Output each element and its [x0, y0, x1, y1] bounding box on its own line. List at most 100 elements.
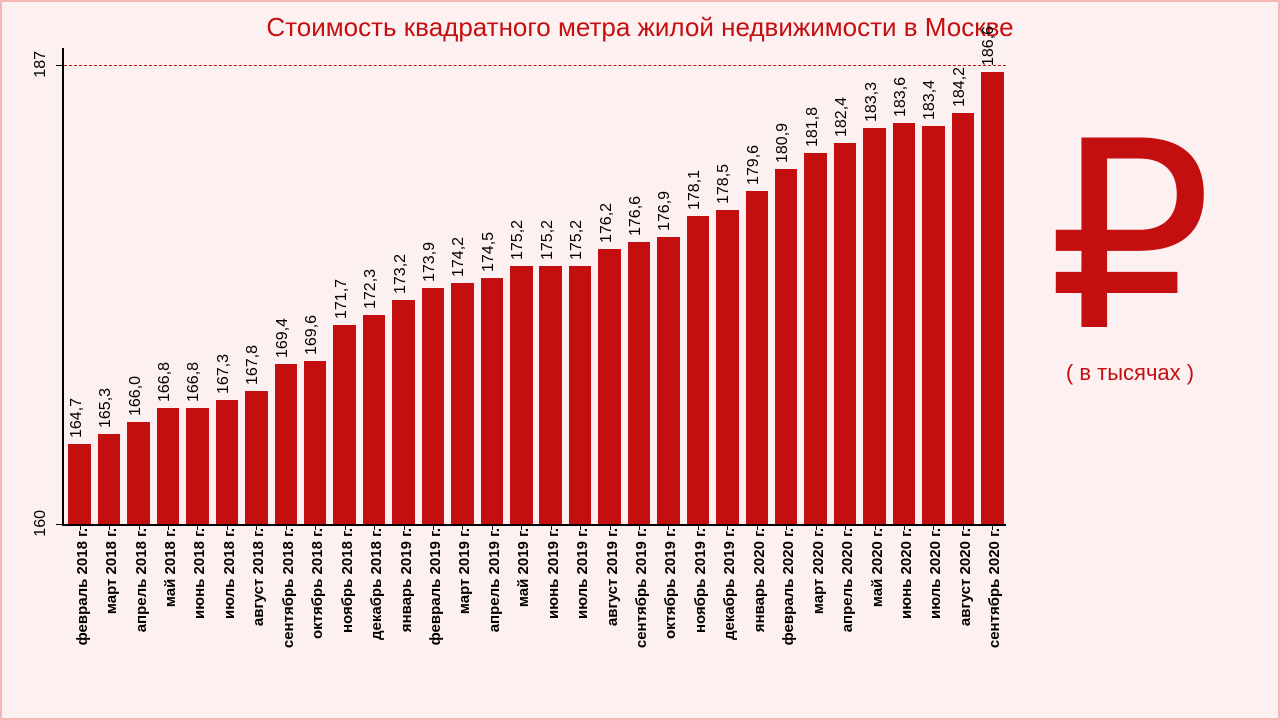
bar-slot: 165,3март 2018 г.: [95, 48, 122, 524]
bar: [333, 325, 355, 524]
ruble-icon: ₽: [1020, 110, 1240, 370]
bar-slot: 178,1ноябрь 2019 г.: [684, 48, 711, 524]
bar-value-label: 176,6: [627, 196, 645, 236]
bar-value-label: 165,3: [97, 388, 115, 428]
side-panel: ₽ ( в тысячах ): [1020, 110, 1240, 386]
category-label: август 2020 г.: [957, 528, 974, 626]
bar-slot: 166,8июнь 2018 г.: [184, 48, 211, 524]
category-label: сентябрь 2020 г.: [986, 528, 1003, 648]
bar-value-label: 172,3: [362, 269, 380, 309]
category-label: ноябрь 2019 г.: [692, 528, 709, 633]
y-tick: [56, 524, 64, 525]
bar: [598, 249, 620, 524]
bar: [746, 191, 768, 524]
y-tick: [56, 65, 64, 66]
bar: [775, 169, 797, 524]
category-label: февраль 2020 г.: [780, 528, 797, 645]
category-label: июнь 2018 г.: [191, 528, 208, 619]
bar-slot: 179,6январь 2020 г.: [743, 48, 770, 524]
category-label: май 2020 г.: [869, 528, 886, 607]
bar-slot: 175,2июль 2019 г.: [566, 48, 593, 524]
bar: [569, 266, 591, 524]
y-tick-label: 160: [32, 510, 50, 537]
category-label: октябрь 2019 г.: [662, 528, 679, 639]
bar-slot: 175,2июнь 2019 г.: [537, 48, 564, 524]
bar-slot: 171,7ноябрь 2018 г.: [331, 48, 358, 524]
chart-title: Стоимость квадратного метра жилой недвиж…: [2, 2, 1278, 43]
bar: [893, 123, 915, 524]
bar-slot: 174,5апрель 2019 г.: [478, 48, 505, 524]
bar: [628, 242, 650, 524]
bar-slot: 172,3декабрь 2018 г.: [360, 48, 387, 524]
bar-slot: 176,6сентябрь 2019 г.: [625, 48, 652, 524]
bar-slot: 169,4сентябрь 2018 г.: [272, 48, 299, 524]
bar-value-label: 175,2: [509, 220, 527, 260]
bar-slot: 178,5декабрь 2019 г.: [714, 48, 741, 524]
bar-value-label: 176,9: [656, 191, 674, 231]
bar-slot: 173,2январь 2019 г.: [390, 48, 417, 524]
bar: [68, 444, 90, 524]
bar: [981, 72, 1003, 524]
bar-value-label: 183,6: [892, 77, 910, 117]
bar-slot: 183,6июнь 2020 г.: [890, 48, 917, 524]
category-label: май 2018 г.: [162, 528, 179, 607]
bar-value-label: 180,9: [774, 123, 792, 163]
category-label: сентябрь 2019 г.: [633, 528, 650, 648]
category-label: июль 2019 г.: [574, 528, 591, 619]
bar: [657, 237, 679, 524]
bar-value-label: 183,4: [921, 80, 939, 120]
bar: [922, 126, 944, 524]
category-label: ноябрь 2018 г.: [339, 528, 356, 633]
category-label: август 2018 г.: [250, 528, 267, 626]
bar: [392, 300, 414, 524]
bar-value-label: 169,4: [274, 318, 292, 358]
bar: [716, 210, 738, 525]
bar-slot: 164,7февраль 2018 г.: [66, 48, 93, 524]
category-label: декабрь 2018 г.: [368, 528, 385, 640]
bar-slot: 175,2май 2019 г.: [508, 48, 535, 524]
bar-value-label: 166,8: [185, 362, 203, 402]
category-label: апрель 2019 г.: [486, 528, 503, 632]
category-label: март 2020 г.: [810, 528, 827, 614]
category-label: март 2019 г.: [456, 528, 473, 614]
bar: [481, 278, 503, 525]
bar-value-label: 169,6: [303, 315, 321, 355]
bar: [127, 422, 149, 524]
category-label: июль 2018 г.: [221, 528, 238, 619]
bar-value-label: 174,5: [480, 231, 498, 271]
bar-value-label: 166,0: [127, 376, 145, 416]
category-label: июнь 2019 г.: [545, 528, 562, 619]
category-label: январь 2019 г.: [398, 528, 415, 632]
bar-value-label: 183,3: [863, 82, 881, 122]
bar-value-label: 167,8: [244, 345, 262, 385]
bar-value-label: 171,7: [333, 279, 351, 319]
bar-slot: 174,2март 2019 г.: [449, 48, 476, 524]
bar-value-label: 178,5: [715, 163, 733, 203]
bar: [510, 266, 532, 524]
bar-slot: 176,9октябрь 2019 г.: [655, 48, 682, 524]
category-label: июнь 2020 г.: [898, 528, 915, 619]
bars-container: 164,7февраль 2018 г.165,3март 2018 г.166…: [66, 48, 1006, 524]
bar-value-label: 184,2: [951, 67, 969, 107]
category-label: август 2019 г.: [604, 528, 621, 626]
bar-slot: 167,3июль 2018 г.: [213, 48, 240, 524]
bar: [863, 128, 885, 524]
category-label: декабрь 2019 г.: [721, 528, 738, 640]
bar-value-label: 182,4: [833, 97, 851, 137]
category-label: июль 2020 г.: [927, 528, 944, 619]
bar: [451, 283, 473, 524]
category-label: март 2018 г.: [103, 528, 120, 614]
y-tick-label: 187: [32, 51, 50, 78]
y-axis: [62, 48, 64, 526]
bar-value-label: 167,3: [215, 354, 233, 394]
bar: [422, 288, 444, 524]
bar: [363, 315, 385, 524]
bar-slot: 186,6сентябрь 2020 г.: [979, 48, 1006, 524]
bar-value-label: 164,7: [68, 398, 86, 438]
category-label: октябрь 2018 г.: [309, 528, 326, 639]
bar-slot: 166,0апрель 2018 г.: [125, 48, 152, 524]
bar-slot: 166,8май 2018 г.: [154, 48, 181, 524]
bar-slot: 182,4апрель 2020 г.: [831, 48, 858, 524]
bar-value-label: 175,2: [539, 220, 557, 260]
bar: [687, 216, 709, 524]
